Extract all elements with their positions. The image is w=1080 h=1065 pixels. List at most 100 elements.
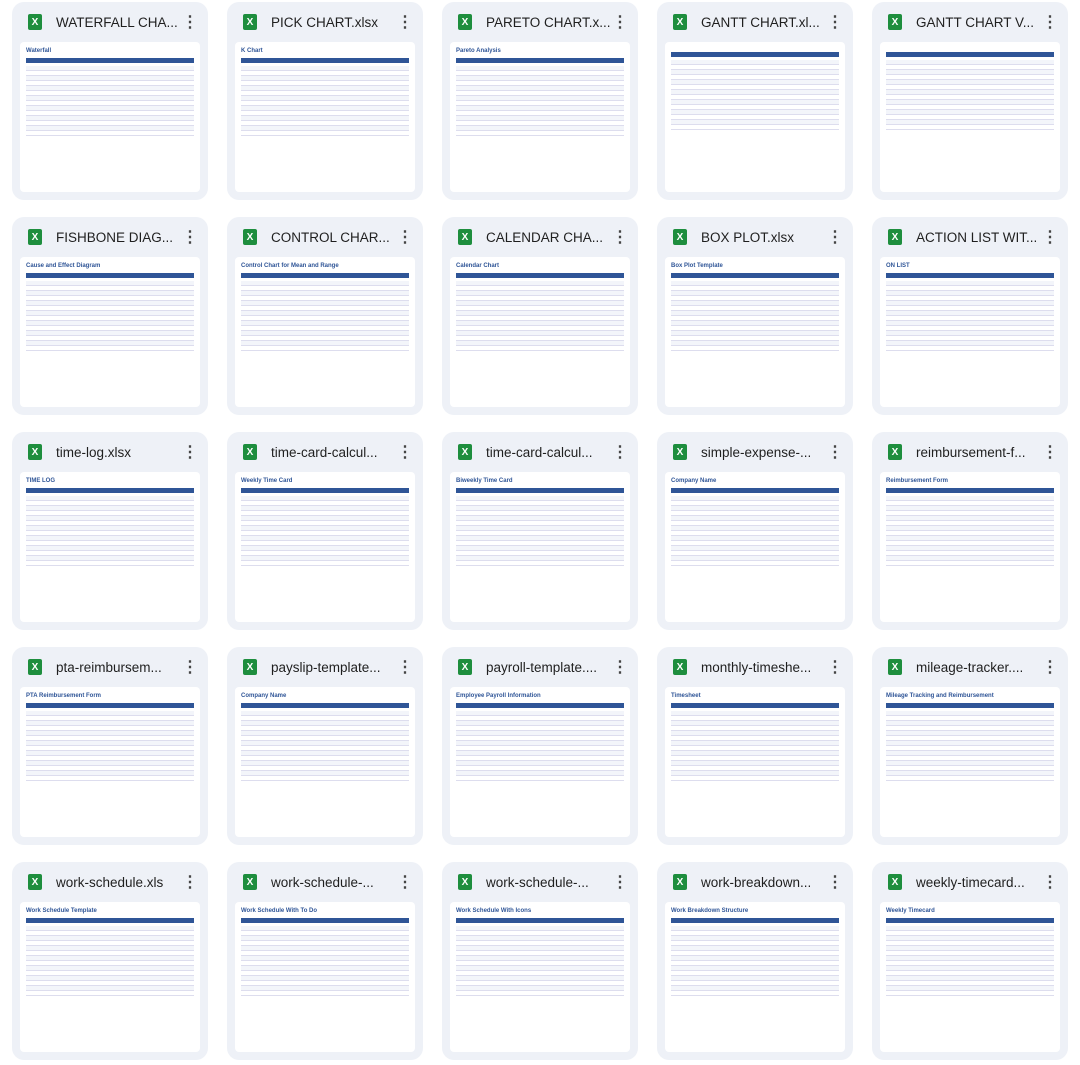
more-vert-icon[interactable]: ⋮ xyxy=(827,14,843,31)
file-thumbnail[interactable] xyxy=(880,42,1060,192)
file-card[interactable]: X GANTT CHART.xl... ⋮ xyxy=(657,2,853,200)
file-thumbnail[interactable]: Mileage Tracking and Reimbursement xyxy=(880,687,1060,837)
file-thumbnail[interactable]: PTA Reimbursement Form xyxy=(20,687,200,837)
file-card[interactable]: X mileage-tracker.... ⋮ Mileage Tracking… xyxy=(872,647,1068,845)
file-name[interactable]: FISHBONE DIAG... xyxy=(56,229,174,245)
file-thumbnail[interactable]: Box Plot Template xyxy=(665,257,845,407)
more-vert-icon[interactable]: ⋮ xyxy=(397,14,413,31)
file-card[interactable]: X BOX PLOT.xlsx ⋮ Box Plot Template xyxy=(657,217,853,415)
more-vert-icon[interactable]: ⋮ xyxy=(827,444,843,461)
file-name[interactable]: reimbursement-f... xyxy=(916,444,1026,460)
file-card[interactable]: X work-breakdown... ⋮ Work Breakdown Str… xyxy=(657,862,853,1060)
file-name[interactable]: work-schedule.xls xyxy=(56,874,164,890)
file-thumbnail[interactable]: Company Name xyxy=(665,472,845,622)
more-vert-icon[interactable]: ⋮ xyxy=(827,659,843,676)
file-thumbnail[interactable]: Work Schedule With Icons xyxy=(450,902,630,1052)
file-name[interactable]: time-card-calcul... xyxy=(486,444,593,460)
more-vert-icon[interactable]: ⋮ xyxy=(1042,229,1058,246)
file-card[interactable]: X weekly-timecard... ⋮ Weekly Timecard xyxy=(872,862,1068,1060)
more-vert-icon[interactable]: ⋮ xyxy=(612,229,628,246)
file-thumbnail[interactable]: Pareto Analysis xyxy=(450,42,630,192)
file-thumbnail[interactable]: Cause and Effect Diagram xyxy=(20,257,200,407)
file-name[interactable]: mileage-tracker.... xyxy=(916,659,1024,675)
file-thumbnail[interactable]: ON LIST xyxy=(880,257,1060,407)
more-vert-icon[interactable]: ⋮ xyxy=(612,874,628,891)
file-name[interactable]: work-breakdown... xyxy=(701,874,812,890)
more-vert-icon[interactable]: ⋮ xyxy=(612,659,628,676)
file-card[interactable]: X monthly-timeshe... ⋮ Timesheet xyxy=(657,647,853,845)
file-name[interactable]: CONTROL CHAR... xyxy=(271,229,390,245)
file-card[interactable]: X simple-expense-... ⋮ Company Name xyxy=(657,432,853,630)
file-thumbnail[interactable]: Reimbursement Form xyxy=(880,472,1060,622)
file-name[interactable]: GANTT CHART.xl... xyxy=(701,14,820,30)
file-name[interactable]: time-log.xlsx xyxy=(56,444,132,460)
file-name[interactable]: simple-expense-... xyxy=(701,444,812,460)
file-name[interactable]: ACTION LIST WIT... xyxy=(916,229,1038,245)
file-name[interactable]: time-card-calcul... xyxy=(271,444,378,460)
more-vert-icon[interactable]: ⋮ xyxy=(397,229,413,246)
file-card[interactable]: X WATERFALL CHA... ⋮ Waterfall xyxy=(12,2,208,200)
file-name[interactable]: PARETO CHART.x... xyxy=(486,14,610,30)
file-thumbnail[interactable]: Biweekly Time Card xyxy=(450,472,630,622)
more-vert-icon[interactable]: ⋮ xyxy=(1042,659,1058,676)
file-card[interactable]: X PICK CHART.xlsx ⋮ K Chart xyxy=(227,2,423,200)
file-name[interactable]: GANTT CHART V... xyxy=(916,14,1035,30)
more-vert-icon[interactable]: ⋮ xyxy=(397,874,413,891)
more-vert-icon[interactable]: ⋮ xyxy=(182,444,198,461)
more-vert-icon[interactable]: ⋮ xyxy=(182,14,198,31)
file-card[interactable]: X pta-reimbursem... ⋮ PTA Reimbursement … xyxy=(12,647,208,845)
file-name[interactable]: monthly-timeshe... xyxy=(701,659,812,675)
more-vert-icon[interactable]: ⋮ xyxy=(827,229,843,246)
file-name[interactable]: pta-reimbursem... xyxy=(56,659,162,675)
more-vert-icon[interactable]: ⋮ xyxy=(827,874,843,891)
file-name[interactable]: work-schedule-... xyxy=(271,874,374,890)
file-thumbnail[interactable]: Timesheet xyxy=(665,687,845,837)
file-card[interactable]: X time-card-calcul... ⋮ Biweekly Time Ca… xyxy=(442,432,638,630)
file-thumbnail[interactable]: Employee Payroll Information xyxy=(450,687,630,837)
file-thumbnail[interactable]: Work Schedule With To Do xyxy=(235,902,415,1052)
file-thumbnail[interactable]: Company Name xyxy=(235,687,415,837)
file-card[interactable]: X work-schedule-... ⋮ Work Schedule With… xyxy=(227,862,423,1060)
more-vert-icon[interactable]: ⋮ xyxy=(182,874,198,891)
file-thumbnail[interactable]: TIME LOG xyxy=(20,472,200,622)
file-card[interactable]: X CALENDAR CHA... ⋮ Calendar Chart xyxy=(442,217,638,415)
file-name[interactable]: work-schedule-... xyxy=(486,874,589,890)
file-card[interactable]: X payslip-template... ⋮ Company Name xyxy=(227,647,423,845)
file-card[interactable]: X FISHBONE DIAG... ⋮ Cause and Effect Di… xyxy=(12,217,208,415)
more-vert-icon[interactable]: ⋮ xyxy=(1042,444,1058,461)
more-vert-icon[interactable]: ⋮ xyxy=(182,229,198,246)
file-card[interactable]: X ACTION LIST WIT... ⋮ ON LIST xyxy=(872,217,1068,415)
more-vert-icon[interactable]: ⋮ xyxy=(1042,14,1058,31)
file-card[interactable]: X payroll-template.... ⋮ Employee Payrol… xyxy=(442,647,638,845)
file-card[interactable]: X work-schedule-... ⋮ Work Schedule With… xyxy=(442,862,638,1060)
file-name[interactable]: WATERFALL CHA... xyxy=(56,14,178,30)
more-vert-icon[interactable]: ⋮ xyxy=(612,444,628,461)
more-vert-icon[interactable]: ⋮ xyxy=(612,14,628,31)
file-thumbnail[interactable]: Work Schedule Template xyxy=(20,902,200,1052)
file-thumbnail[interactable]: K Chart xyxy=(235,42,415,192)
file-card[interactable]: X PARETO CHART.x... ⋮ Pareto Analysis xyxy=(442,2,638,200)
file-card[interactable]: X GANTT CHART V... ⋮ xyxy=(872,2,1068,200)
file-name[interactable]: payroll-template.... xyxy=(486,659,598,675)
file-card[interactable]: X time-log.xlsx ⋮ TIME LOG xyxy=(12,432,208,630)
file-card[interactable]: X time-card-calcul... ⋮ Weekly Time Card xyxy=(227,432,423,630)
file-name[interactable]: CALENDAR CHA... xyxy=(486,229,604,245)
file-thumbnail[interactable] xyxy=(665,42,845,192)
file-thumbnail[interactable]: Weekly Timecard xyxy=(880,902,1060,1052)
more-vert-icon[interactable]: ⋮ xyxy=(397,659,413,676)
file-card[interactable]: X CONTROL CHAR... ⋮ Control Chart for Me… xyxy=(227,217,423,415)
file-name[interactable]: BOX PLOT.xlsx xyxy=(701,229,795,245)
file-name[interactable]: weekly-timecard... xyxy=(916,874,1025,890)
file-thumbnail[interactable]: Control Chart for Mean and Range xyxy=(235,257,415,407)
file-thumbnail[interactable]: Work Breakdown Structure xyxy=(665,902,845,1052)
file-thumbnail[interactable]: Calendar Chart xyxy=(450,257,630,407)
file-card[interactable]: X reimbursement-f... ⋮ Reimbursement For… xyxy=(872,432,1068,630)
file-card[interactable]: X work-schedule.xls ⋮ Work Schedule Temp… xyxy=(12,862,208,1060)
file-thumbnail[interactable]: Waterfall xyxy=(20,42,200,192)
more-vert-icon[interactable]: ⋮ xyxy=(1042,874,1058,891)
file-name[interactable]: payslip-template... xyxy=(271,659,381,675)
file-thumbnail[interactable]: Weekly Time Card xyxy=(235,472,415,622)
file-name[interactable]: PICK CHART.xlsx xyxy=(271,14,379,30)
more-vert-icon[interactable]: ⋮ xyxy=(182,659,198,676)
more-vert-icon[interactable]: ⋮ xyxy=(397,444,413,461)
